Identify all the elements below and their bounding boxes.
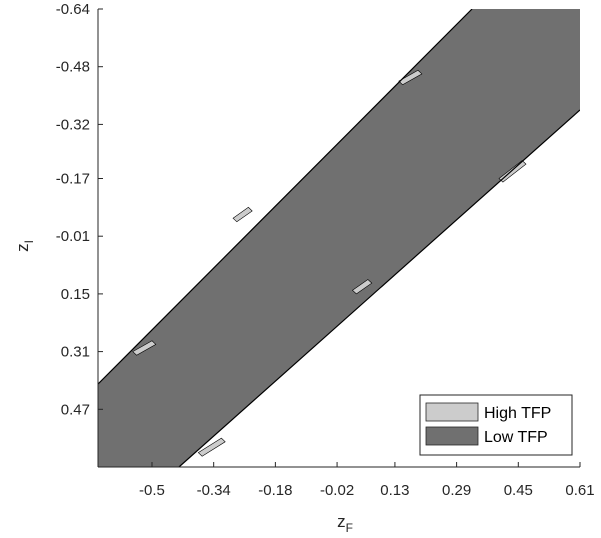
x-tick-label: 0.45: [504, 482, 533, 499]
boundary-line-0: [98, 9, 473, 385]
y-axis-label: zI: [13, 240, 36, 252]
plot-area: [98, 9, 580, 467]
x-tick-label: -0.34: [197, 482, 231, 499]
boundary-line-1: [178, 109, 580, 467]
y-tick-label: 0.15: [61, 286, 90, 303]
x-tick-label: 0.61: [565, 482, 594, 499]
high-tfp-patch-0: [132, 340, 157, 356]
legend: High TFP Low TFP: [419, 394, 573, 456]
x-tick-label: -0.02: [320, 482, 354, 499]
x-tick-label: 0.29: [442, 482, 471, 499]
x-tick-label: -0.5: [139, 482, 165, 499]
x-tick-label: 0.13: [380, 482, 409, 499]
legend-entry-label: Low TFP: [484, 429, 548, 446]
y-tick-label: 0.47: [61, 401, 90, 418]
x-axis-label: zF: [337, 512, 353, 535]
legend-swatch: [425, 426, 479, 446]
y-tick-label: -0.64: [56, 1, 90, 18]
high-tfp-patch-2: [398, 69, 423, 86]
y-tick-label: 0.31: [61, 344, 90, 361]
axes: -0.64 -0.48 -0.32 -0.17 -0.01 0.15 0.31 0.47 -0.…: [13, 1, 595, 535]
y-tick-label: -0.48: [56, 59, 90, 76]
low-tfp-region: [98, 9, 580, 467]
y-tick-label: -0.01: [56, 228, 90, 245]
legend-entry-label: High TFP: [484, 405, 551, 422]
x-tick-label: -0.18: [258, 482, 292, 499]
high-tfp-patch-1: [232, 206, 253, 223]
y-tick-label: -0.17: [56, 170, 90, 187]
y-tick-label: -0.32: [56, 116, 90, 133]
high-tfp-patch-3: [197, 437, 226, 457]
legend-swatch: [425, 402, 479, 422]
high-tfp-patch-4: [352, 279, 373, 295]
